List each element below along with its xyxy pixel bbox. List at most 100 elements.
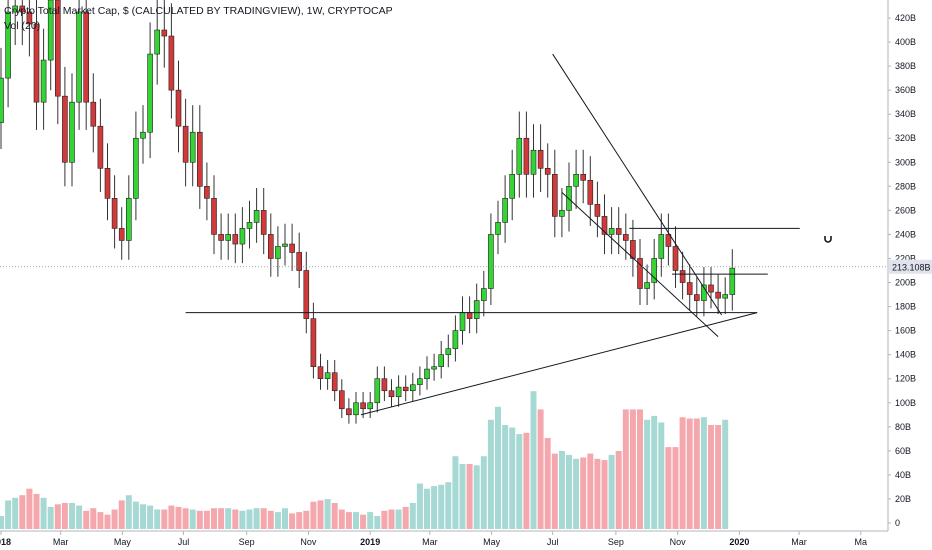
time-tick-label: Jul <box>547 537 559 547</box>
candle-body <box>197 131 203 187</box>
candle-body <box>111 198 118 229</box>
volume-bar <box>615 451 622 529</box>
volume-bar <box>310 501 317 529</box>
candle-body <box>530 149 537 175</box>
volume-bar <box>274 512 281 529</box>
candle-body <box>26 11 33 25</box>
volume-bar <box>622 409 629 529</box>
candle-body <box>225 234 231 241</box>
candle-body <box>374 378 381 404</box>
candle-body <box>658 234 665 259</box>
volume-bar <box>19 495 26 529</box>
volume-bar <box>700 417 707 529</box>
trend-line <box>552 53 723 316</box>
volume-bar <box>601 460 608 529</box>
candle-body <box>260 210 267 235</box>
candle-body <box>54 0 61 97</box>
candle-body <box>367 402 374 410</box>
candle-body <box>594 204 601 217</box>
price-tick-label: 40B <box>895 470 911 480</box>
volume-bar <box>203 510 210 529</box>
candle-body <box>346 408 352 416</box>
price-tick-label: 340B <box>895 109 916 119</box>
trendline-layer <box>0 53 888 416</box>
candle-body <box>409 384 416 392</box>
volume-bar <box>218 508 225 529</box>
candle-body <box>537 149 544 169</box>
volume-bar <box>523 432 530 529</box>
volume-bar <box>289 513 296 529</box>
candle-body <box>388 390 395 398</box>
candle-body <box>559 210 565 217</box>
candle-body <box>473 300 480 319</box>
volume-bar <box>544 438 551 529</box>
time-tick-label: Nov <box>670 537 687 547</box>
candle-body <box>331 372 338 392</box>
time-tick-label: 2020 <box>729 537 749 547</box>
candle-body <box>701 284 707 301</box>
volume-bar <box>367 512 374 529</box>
volume-bar <box>40 497 47 529</box>
candle-body <box>317 366 324 380</box>
candle-body <box>417 378 423 386</box>
candle-body <box>431 366 437 370</box>
price-tick-label: 60B <box>895 446 911 456</box>
volume-bar <box>651 415 658 529</box>
price-tick-label: 240B <box>895 229 916 239</box>
volume-bar <box>693 418 700 529</box>
candle-body <box>402 386 409 392</box>
volume-bar <box>168 505 175 529</box>
volume-bar <box>317 500 324 529</box>
candle-body <box>502 198 508 223</box>
volume-bar <box>267 510 274 529</box>
candle-body <box>126 198 132 241</box>
volume-bar <box>551 453 558 529</box>
time-tick-label: Sep <box>608 537 624 547</box>
volume-bar <box>686 418 693 529</box>
candle-body <box>246 222 253 229</box>
price-tick-label: 360B <box>895 85 916 95</box>
volume-bar <box>459 464 466 529</box>
volume-bar <box>331 503 338 529</box>
candle-body <box>239 228 246 245</box>
candle-body <box>715 291 721 299</box>
volume-bar <box>424 488 430 529</box>
candle-body <box>147 53 153 133</box>
price-tick-label: 80B <box>895 422 911 432</box>
volume-bar <box>431 486 438 529</box>
trend-line <box>561 191 719 337</box>
legend-title: Crypto Total Market Cap, $ (CALCULATED B… <box>4 5 393 17</box>
price-tick-label: 400B <box>895 37 916 47</box>
volume-bar <box>345 512 352 529</box>
volume-bar <box>452 456 459 529</box>
volume-bar <box>438 484 445 529</box>
candle-body <box>601 216 608 235</box>
volume-bar <box>416 483 423 529</box>
candle-body <box>573 174 579 187</box>
volume-bar <box>125 495 132 529</box>
magnet-icon <box>824 236 832 243</box>
time-axis[interactable]: 2018 Mar May Jul Sep Nov 2019 Mar May Jul Sep Nov 20… <box>0 531 867 547</box>
volume-bar <box>395 509 402 529</box>
price-axis[interactable]: 0 20B 40B 60B 80B 100B 120B 140B 160B 180B 200B 220… <box>888 13 932 528</box>
last-price-label: 213.108B <box>892 262 931 272</box>
volume-bar <box>83 510 90 529</box>
candle-body <box>267 234 274 259</box>
volume-bar <box>629 409 636 529</box>
candle-body <box>480 288 487 301</box>
volume-bar <box>246 509 253 529</box>
candle-body <box>232 234 239 245</box>
candle-body <box>544 167 551 175</box>
volume-bar <box>225 508 232 529</box>
volume-bar <box>175 506 182 529</box>
volume-bar <box>61 503 68 529</box>
candle-body <box>665 234 672 247</box>
volume-bar <box>239 510 246 529</box>
price-tick-label: 160B <box>895 326 916 336</box>
candle-body <box>275 246 281 259</box>
time-tick-label: Mar <box>791 537 807 547</box>
candle-body <box>679 270 686 283</box>
volume-bar <box>54 504 61 529</box>
volume-bar <box>608 454 615 529</box>
